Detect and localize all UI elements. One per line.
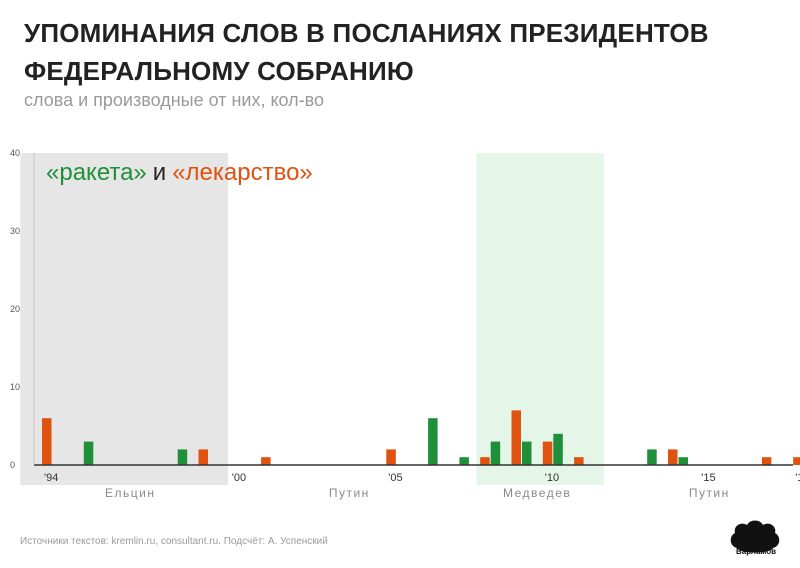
bar-raketa-2009 — [522, 441, 532, 465]
legend-connector: и — [153, 159, 166, 186]
period-bands — [20, 153, 604, 485]
x-axis: '94 '00 '05 '10 '15 '18 Ельцин Путин Медведев Пут… — [33, 153, 800, 500]
bar-raketa-2014 — [678, 457, 688, 465]
x-tick-label: '05 — [388, 472, 402, 484]
period-label-3: Путин — [689, 486, 730, 500]
bar-lekarstvo-2017 — [761, 457, 772, 465]
x-tick-label: '94 — [44, 472, 58, 484]
period-band-0 — [20, 153, 229, 485]
legend: «ракета» и «лекарство» — [46, 159, 313, 186]
bar-raketa-1998 — [177, 449, 188, 465]
x-tick-label: '00 — [232, 472, 246, 484]
legend-lekarstvo: «лекарство» — [172, 159, 313, 186]
bar-lekarstvo-2010 — [542, 441, 553, 465]
bar-raketa-1995 — [83, 441, 94, 465]
bar-lekarstvo-2018 — [793, 457, 800, 465]
varlamov-logo-icon — [730, 520, 780, 553]
bar-raketa-2010 — [553, 433, 563, 465]
bar-lekarstvo-2011 — [574, 457, 584, 465]
bar-raketa-2007 — [459, 457, 469, 465]
chart-title: УПОМИНАНИЯ СЛОВ В ПОСЛАНИЯХ ПРЕЗИДЕНТОВ … — [24, 18, 709, 86]
y-tick-label: 30 — [10, 226, 20, 236]
period-label-1: Путин — [329, 486, 370, 500]
x-tick-label: '15 — [701, 472, 715, 484]
y-tick-label: 10 — [10, 382, 20, 392]
legend: «ракета» и «лекарство» — [46, 159, 313, 186]
bar-lekarstvo-2001 — [261, 457, 271, 465]
chart-subtitle: слова и производные от них, кол-во — [24, 90, 325, 110]
bar-lekarstvo-1999 — [198, 449, 208, 465]
bar-lekarstvo-1994 — [42, 418, 52, 465]
bar-lekarstvo-2005 — [386, 449, 396, 465]
bar-lekarstvo-2009 — [511, 410, 521, 465]
period-band-2 — [476, 153, 604, 485]
bar-raketa-2008 — [490, 441, 501, 465]
x-tick-label: '18 — [795, 472, 800, 484]
bar-lekarstvo-2008 — [480, 457, 490, 465]
source-note: Источники текстов: kremlin.ru, consultan… — [20, 536, 328, 547]
period-label-0: Ельцин — [105, 486, 155, 500]
y-axis: 0 10 20 30 40 — [10, 148, 20, 470]
y-tick-label: 0 — [10, 460, 15, 470]
legend-raketa: «ракета» — [46, 159, 147, 186]
y-tick-label: 20 — [10, 304, 20, 314]
period-label-2: Медведев — [503, 486, 571, 500]
x-tick-label: '10 — [545, 472, 559, 484]
bar-raketa-2013 — [647, 449, 657, 465]
y-tick-label: 40 — [10, 148, 20, 158]
bar-raketa-2006 — [428, 418, 438, 465]
logo-text: Варламов — [735, 547, 777, 556]
bars — [42, 410, 800, 465]
bar-lekarstvo-2014 — [668, 449, 678, 465]
